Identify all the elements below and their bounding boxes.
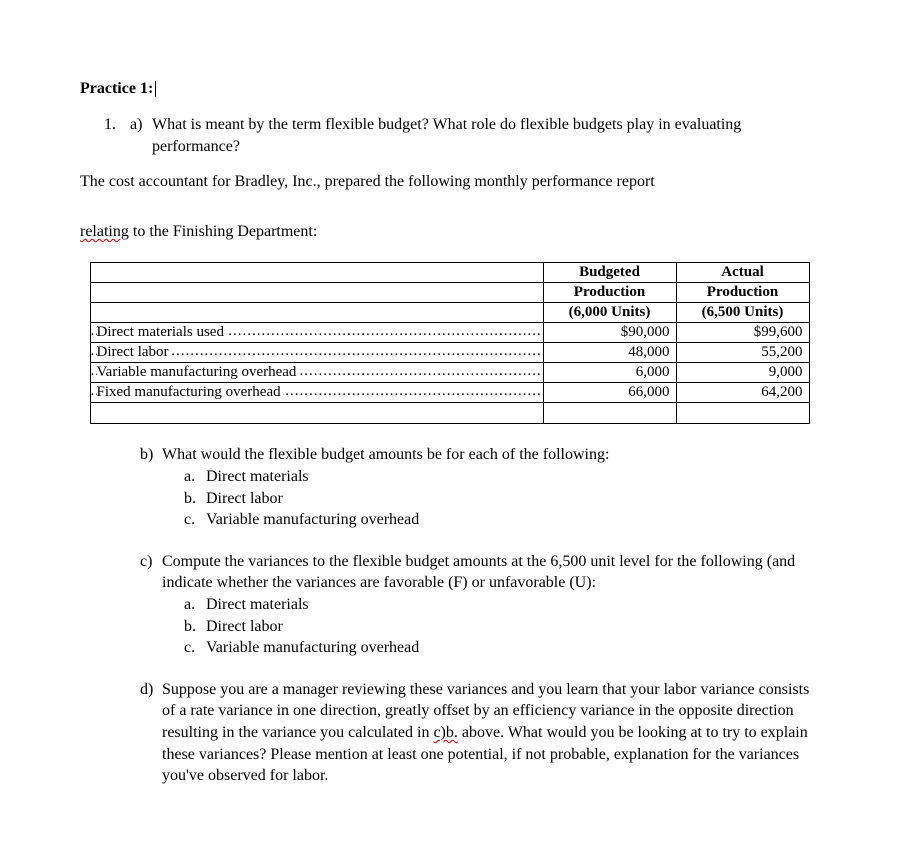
list-alpha: d) bbox=[140, 679, 162, 787]
row-budget: 6,000 bbox=[543, 363, 676, 383]
row-budget: $90,000 bbox=[543, 323, 676, 343]
relating-line: relating to the Finishing Department: bbox=[80, 221, 819, 243]
row-actual: 64,200 bbox=[676, 383, 809, 403]
sub-alpha: b. bbox=[184, 488, 206, 510]
d-error-word: c)b. bbox=[433, 724, 457, 741]
row-label: Fixed manufacturing overhead bbox=[90, 383, 543, 403]
performance-table: Budgeted Actual Production Production (6… bbox=[90, 262, 810, 424]
col-budgeted-h3: (6,000 Units) bbox=[543, 303, 676, 323]
table-row: Fixed manufacturing overhead 66,000 64,2… bbox=[90, 383, 809, 403]
sub-item: a. Direct materials bbox=[184, 466, 819, 488]
row-label: Variable manufacturing overhead bbox=[90, 363, 543, 383]
question-b-head: b) What would the flexible budget amount… bbox=[140, 444, 819, 466]
sub-item: c. Variable manufacturing overhead bbox=[184, 637, 819, 659]
row-budget: 48,000 bbox=[543, 343, 676, 363]
sub-text: Direct labor bbox=[206, 488, 283, 510]
table-row: Direct materials used $90,000 $99,600 bbox=[90, 323, 809, 343]
sub-alpha: c. bbox=[184, 637, 206, 659]
question-c-head: c) Compute the variances to the flexible… bbox=[140, 551, 819, 594]
sub-alpha: a. bbox=[184, 466, 206, 488]
document-page: Practice 1: 1. a) What is meant by the t… bbox=[0, 0, 899, 866]
row-actual: $99,600 bbox=[676, 323, 809, 343]
table-row: Variable manufacturing overhead 6,000 9,… bbox=[90, 363, 809, 383]
relating-word: relating bbox=[80, 223, 129, 240]
question-b: b) What would the flexible budget amount… bbox=[140, 444, 819, 530]
question-1a-text: What is meant by the term flexible budge… bbox=[152, 114, 819, 157]
blank-header bbox=[90, 263, 543, 283]
relating-rest: to the Finishing Department: bbox=[129, 223, 317, 240]
col-budgeted-h2: Production bbox=[543, 283, 676, 303]
heading-text: Practice 1: bbox=[80, 80, 153, 97]
list-number: 1. bbox=[104, 114, 130, 157]
sub-text: Variable manufacturing overhead bbox=[206, 509, 419, 531]
sub-item: c. Variable manufacturing overhead bbox=[184, 509, 819, 531]
sub-alpha: b. bbox=[184, 616, 206, 638]
table-header-row-2: Production Production bbox=[90, 283, 809, 303]
table-header-row-3: (6,000 Units) (6,500 Units) bbox=[90, 303, 809, 323]
table-row: Direct labor 48,000 55,200 bbox=[90, 343, 809, 363]
list-alpha: b) bbox=[140, 444, 162, 466]
sub-alpha: a. bbox=[184, 594, 206, 616]
sub-text: Direct materials bbox=[206, 466, 309, 488]
sub-alpha: c. bbox=[184, 509, 206, 531]
question-d-text: Suppose you are a manager reviewing thes… bbox=[162, 679, 819, 787]
table-blank-row bbox=[90, 403, 809, 424]
row-actual: 55,200 bbox=[676, 343, 809, 363]
col-budgeted-h1: Budgeted bbox=[543, 263, 676, 283]
sub-text: Direct materials bbox=[206, 594, 309, 616]
blank-header bbox=[90, 303, 543, 323]
question-1a: a) What is meant by the term flexible bu… bbox=[130, 114, 819, 157]
row-label: Direct labor bbox=[90, 343, 543, 363]
question-b-text: What would the flexible budget amounts b… bbox=[162, 444, 609, 466]
list-alpha: c) bbox=[140, 551, 162, 594]
intro-paragraph: The cost accountant for Bradley, Inc., p… bbox=[80, 171, 819, 193]
question-d-head: d) Suppose you are a manager reviewing t… bbox=[140, 679, 819, 787]
text-cursor bbox=[155, 81, 156, 97]
col-actual-h3: (6,500 Units) bbox=[676, 303, 809, 323]
question-c: c) Compute the variances to the flexible… bbox=[140, 551, 819, 659]
table-header-row-1: Budgeted Actual bbox=[90, 263, 809, 283]
sub-text: Variable manufacturing overhead bbox=[206, 637, 419, 659]
row-actual: 9,000 bbox=[676, 363, 809, 383]
question-c-text: Compute the variances to the flexible bu… bbox=[162, 551, 819, 594]
col-actual-h2: Production bbox=[676, 283, 809, 303]
blank-cell bbox=[543, 403, 676, 424]
list-alpha: a) bbox=[130, 114, 152, 157]
intro-text: The cost accountant for Bradley, Inc., p… bbox=[80, 173, 655, 190]
question-d: d) Suppose you are a manager reviewing t… bbox=[140, 679, 819, 787]
blank-header bbox=[90, 283, 543, 303]
row-label: Direct materials used bbox=[90, 323, 543, 343]
sub-text: Direct labor bbox=[206, 616, 283, 638]
blank-cell bbox=[676, 403, 809, 424]
question-1: 1. a) What is meant by the term flexible… bbox=[104, 114, 819, 157]
practice-heading: Practice 1: bbox=[80, 80, 819, 98]
sub-item: b. Direct labor bbox=[184, 488, 819, 510]
sub-item: a. Direct materials bbox=[184, 594, 819, 616]
sub-item: b. Direct labor bbox=[184, 616, 819, 638]
col-actual-h1: Actual bbox=[676, 263, 809, 283]
row-budget: 66,000 bbox=[543, 383, 676, 403]
blank-cell bbox=[90, 403, 543, 424]
